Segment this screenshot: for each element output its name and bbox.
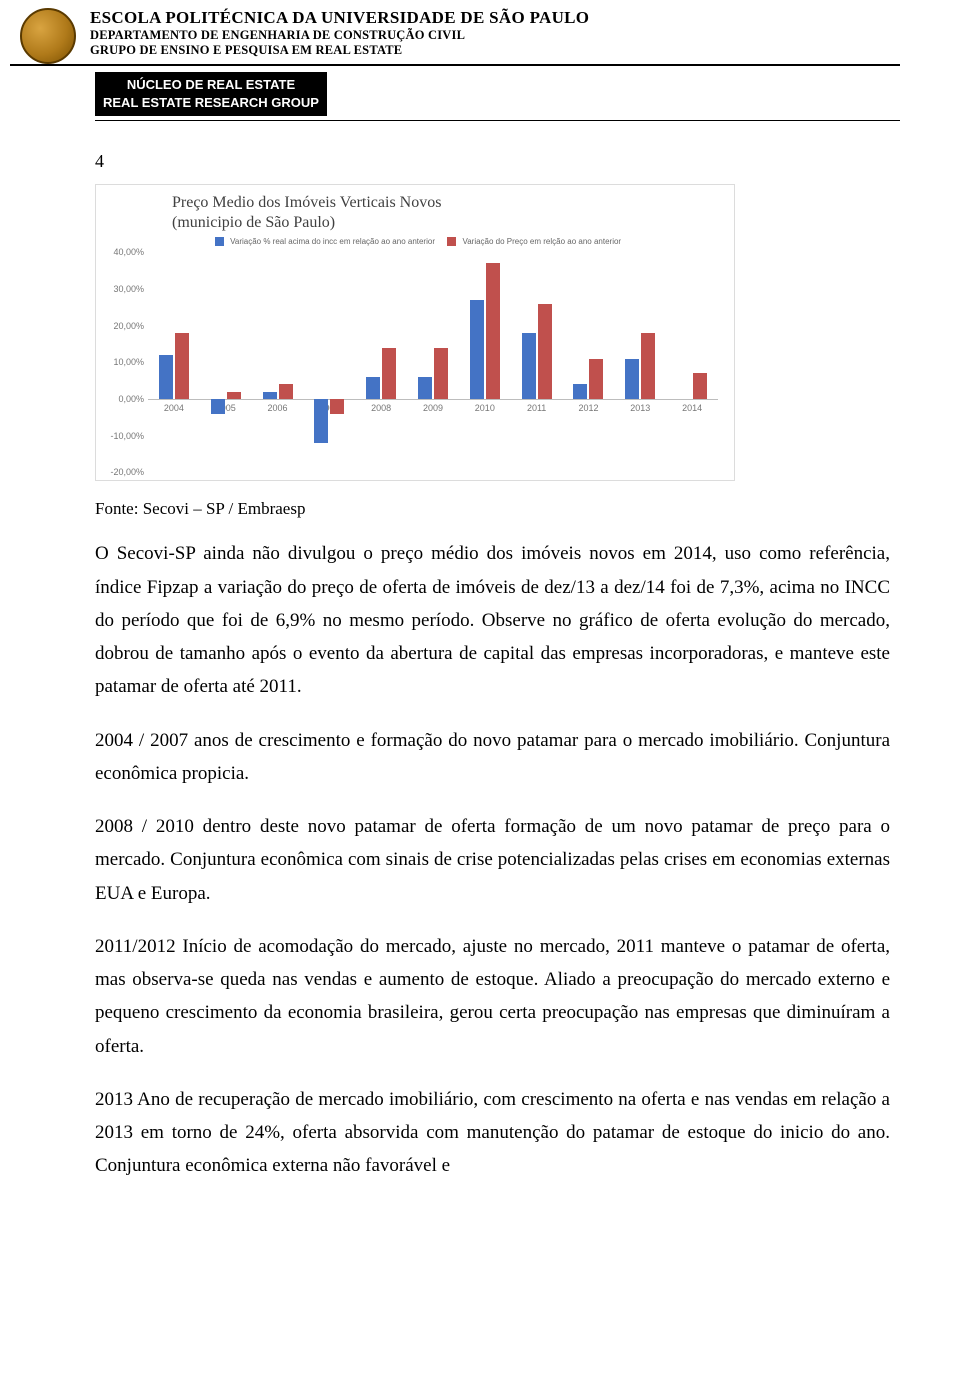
x-tick-label: 2013 <box>630 403 650 413</box>
bar-series1 <box>522 333 536 399</box>
legend-swatch-2-icon <box>447 237 456 246</box>
bar-series1 <box>573 384 587 399</box>
university-seal-icon <box>20 8 76 64</box>
badge-line-1: NÚCLEO DE REAL ESTATE <box>103 76 319 94</box>
paragraph-1: O Secovi-SP ainda não divulgou o preço m… <box>95 537 890 703</box>
chart-title-line-1: Preço Medio dos Imóveis Verticais Novos <box>172 194 441 211</box>
chart-title-line-2: (municipio de São Paulo) <box>172 214 335 231</box>
bar-series2 <box>330 399 344 414</box>
bar-series2 <box>693 373 707 399</box>
x-tick-label: 2006 <box>268 403 288 413</box>
bar-series2 <box>589 359 603 399</box>
paragraph-4: 2011/2012 Início de acomodação do mercad… <box>95 930 890 1063</box>
bar-series1 <box>418 377 432 399</box>
x-tick-label: 2004 <box>164 403 184 413</box>
x-tick-label: 2010 <box>475 403 495 413</box>
bar-series2 <box>382 348 396 399</box>
badge-wrap: NÚCLEO DE REAL ESTATE REAL ESTATE RESEAR… <box>95 72 900 121</box>
x-tick-label: 2011 <box>527 403 546 413</box>
bar-series2 <box>538 304 552 399</box>
y-tick-label: 20,00% <box>113 321 148 331</box>
y-tick-label: 40,00% <box>113 247 148 257</box>
bar-series1 <box>470 300 484 399</box>
price-chart: Preço Medio dos Imóveis Verticais Novos … <box>95 184 735 481</box>
document-header: ESCOLA POLITÉCNICA DA UNIVERSIDADE DE SÃ… <box>10 0 900 66</box>
legend-label-2: Variação do Preço em relção ao ano anter… <box>462 237 621 246</box>
chart-caption: Fonte: Secovi – SP / Embraesp <box>95 499 960 519</box>
x-tick-label: 2008 <box>371 403 391 413</box>
legend-label-1: Variação % real acima do incc em relação… <box>230 237 435 246</box>
body-text: O Secovi-SP ainda não divulgou o preço m… <box>95 537 890 1182</box>
y-tick-label: -10,00% <box>110 431 148 441</box>
bar-series1 <box>263 392 277 399</box>
y-tick-label: 10,00% <box>113 357 148 367</box>
header-line-3: GRUPO DE ENSINO E PESQUISA EM REAL ESTAT… <box>90 43 589 58</box>
bar-series2 <box>641 333 655 399</box>
paragraph-5: 2013 Ano de recuperação de mercado imobi… <box>95 1083 890 1183</box>
bar-series1 <box>366 377 380 399</box>
header-text: ESCOLA POLITÉCNICA DA UNIVERSIDADE DE SÃ… <box>90 8 589 58</box>
badge-line-2: REAL ESTATE RESEARCH GROUP <box>103 94 319 112</box>
bar-series2 <box>486 263 500 399</box>
bar-series2 <box>227 392 241 399</box>
page-number: 4 <box>95 151 960 172</box>
y-tick-label: 0,00% <box>118 394 148 404</box>
y-tick-label: -20,00% <box>110 467 148 477</box>
chart-plot-area: 40,00%30,00%20,00%10,00%0,00%-10,00%-20,… <box>148 252 718 472</box>
x-tick-label: 2012 <box>578 403 598 413</box>
bar-series1 <box>314 399 328 443</box>
paragraph-2: 2004 / 2007 anos de crescimento e formaç… <box>95 724 890 791</box>
bar-series2 <box>434 348 448 399</box>
x-tick-label: 2009 <box>423 403 443 413</box>
paragraph-3: 2008 / 2010 dentro deste novo patamar de… <box>95 810 890 910</box>
legend-swatch-1-icon <box>215 237 224 246</box>
zero-axis-line <box>148 399 718 400</box>
chart-legend: Variação % real acima do incc em relação… <box>102 237 724 246</box>
bar-series2 <box>175 333 189 399</box>
y-tick-label: 30,00% <box>113 284 148 294</box>
header-line-2: DEPARTAMENTO DE ENGENHARIA DE CONSTRUÇÃO… <box>90 28 589 43</box>
bar-series1 <box>211 399 225 414</box>
bar-series1 <box>159 355 173 399</box>
x-tick-label: 2014 <box>682 403 702 413</box>
bar-series1 <box>625 359 639 399</box>
research-group-badge: NÚCLEO DE REAL ESTATE REAL ESTATE RESEAR… <box>95 72 327 116</box>
bar-series2 <box>279 384 293 399</box>
chart-title: Preço Medio dos Imóveis Verticais Novos … <box>172 193 724 233</box>
header-line-1: ESCOLA POLITÉCNICA DA UNIVERSIDADE DE SÃ… <box>90 8 589 28</box>
